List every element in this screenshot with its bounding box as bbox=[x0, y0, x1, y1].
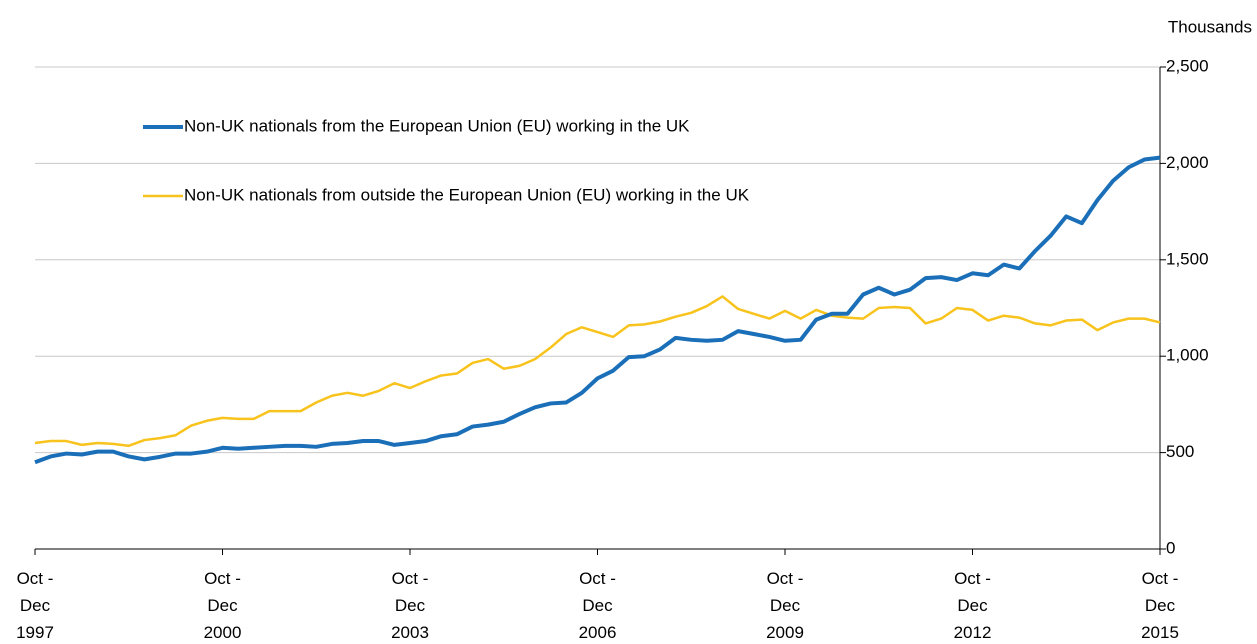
y-tick-label: 500 bbox=[1166, 442, 1194, 461]
series-line bbox=[34, 295, 1161, 448]
y-unit: Thousands bbox=[1168, 17, 1252, 36]
y-tick-label: 2,000 bbox=[1166, 153, 1209, 172]
legend-label: Non-UK nationals from the European Union… bbox=[184, 116, 690, 135]
y-tick-label: 1,500 bbox=[1166, 249, 1209, 268]
x-tick-label: Oct -Dec 2012 bbox=[954, 569, 992, 642]
x-tick-label: Oct -Dec 2015 bbox=[1141, 569, 1179, 642]
y-tick-label: 0 bbox=[1166, 538, 1175, 557]
x-tick-label: Oct -Dec 2006 bbox=[579, 569, 617, 642]
legend-label: Non-UK nationals from outside the Europe… bbox=[184, 185, 750, 204]
x-tick-label: Oct -Dec 2009 bbox=[766, 569, 804, 642]
x-tick-label: Oct -Dec 2000 bbox=[204, 569, 242, 642]
y-tick-label: 1,000 bbox=[1166, 346, 1209, 365]
x-tick-label: Oct -Dec 2003 bbox=[391, 569, 429, 642]
y-tick-label: 2,500 bbox=[1166, 56, 1209, 75]
x-tick-label: Oct -Dec 1997 bbox=[16, 569, 54, 642]
series-line bbox=[34, 155, 1161, 465]
